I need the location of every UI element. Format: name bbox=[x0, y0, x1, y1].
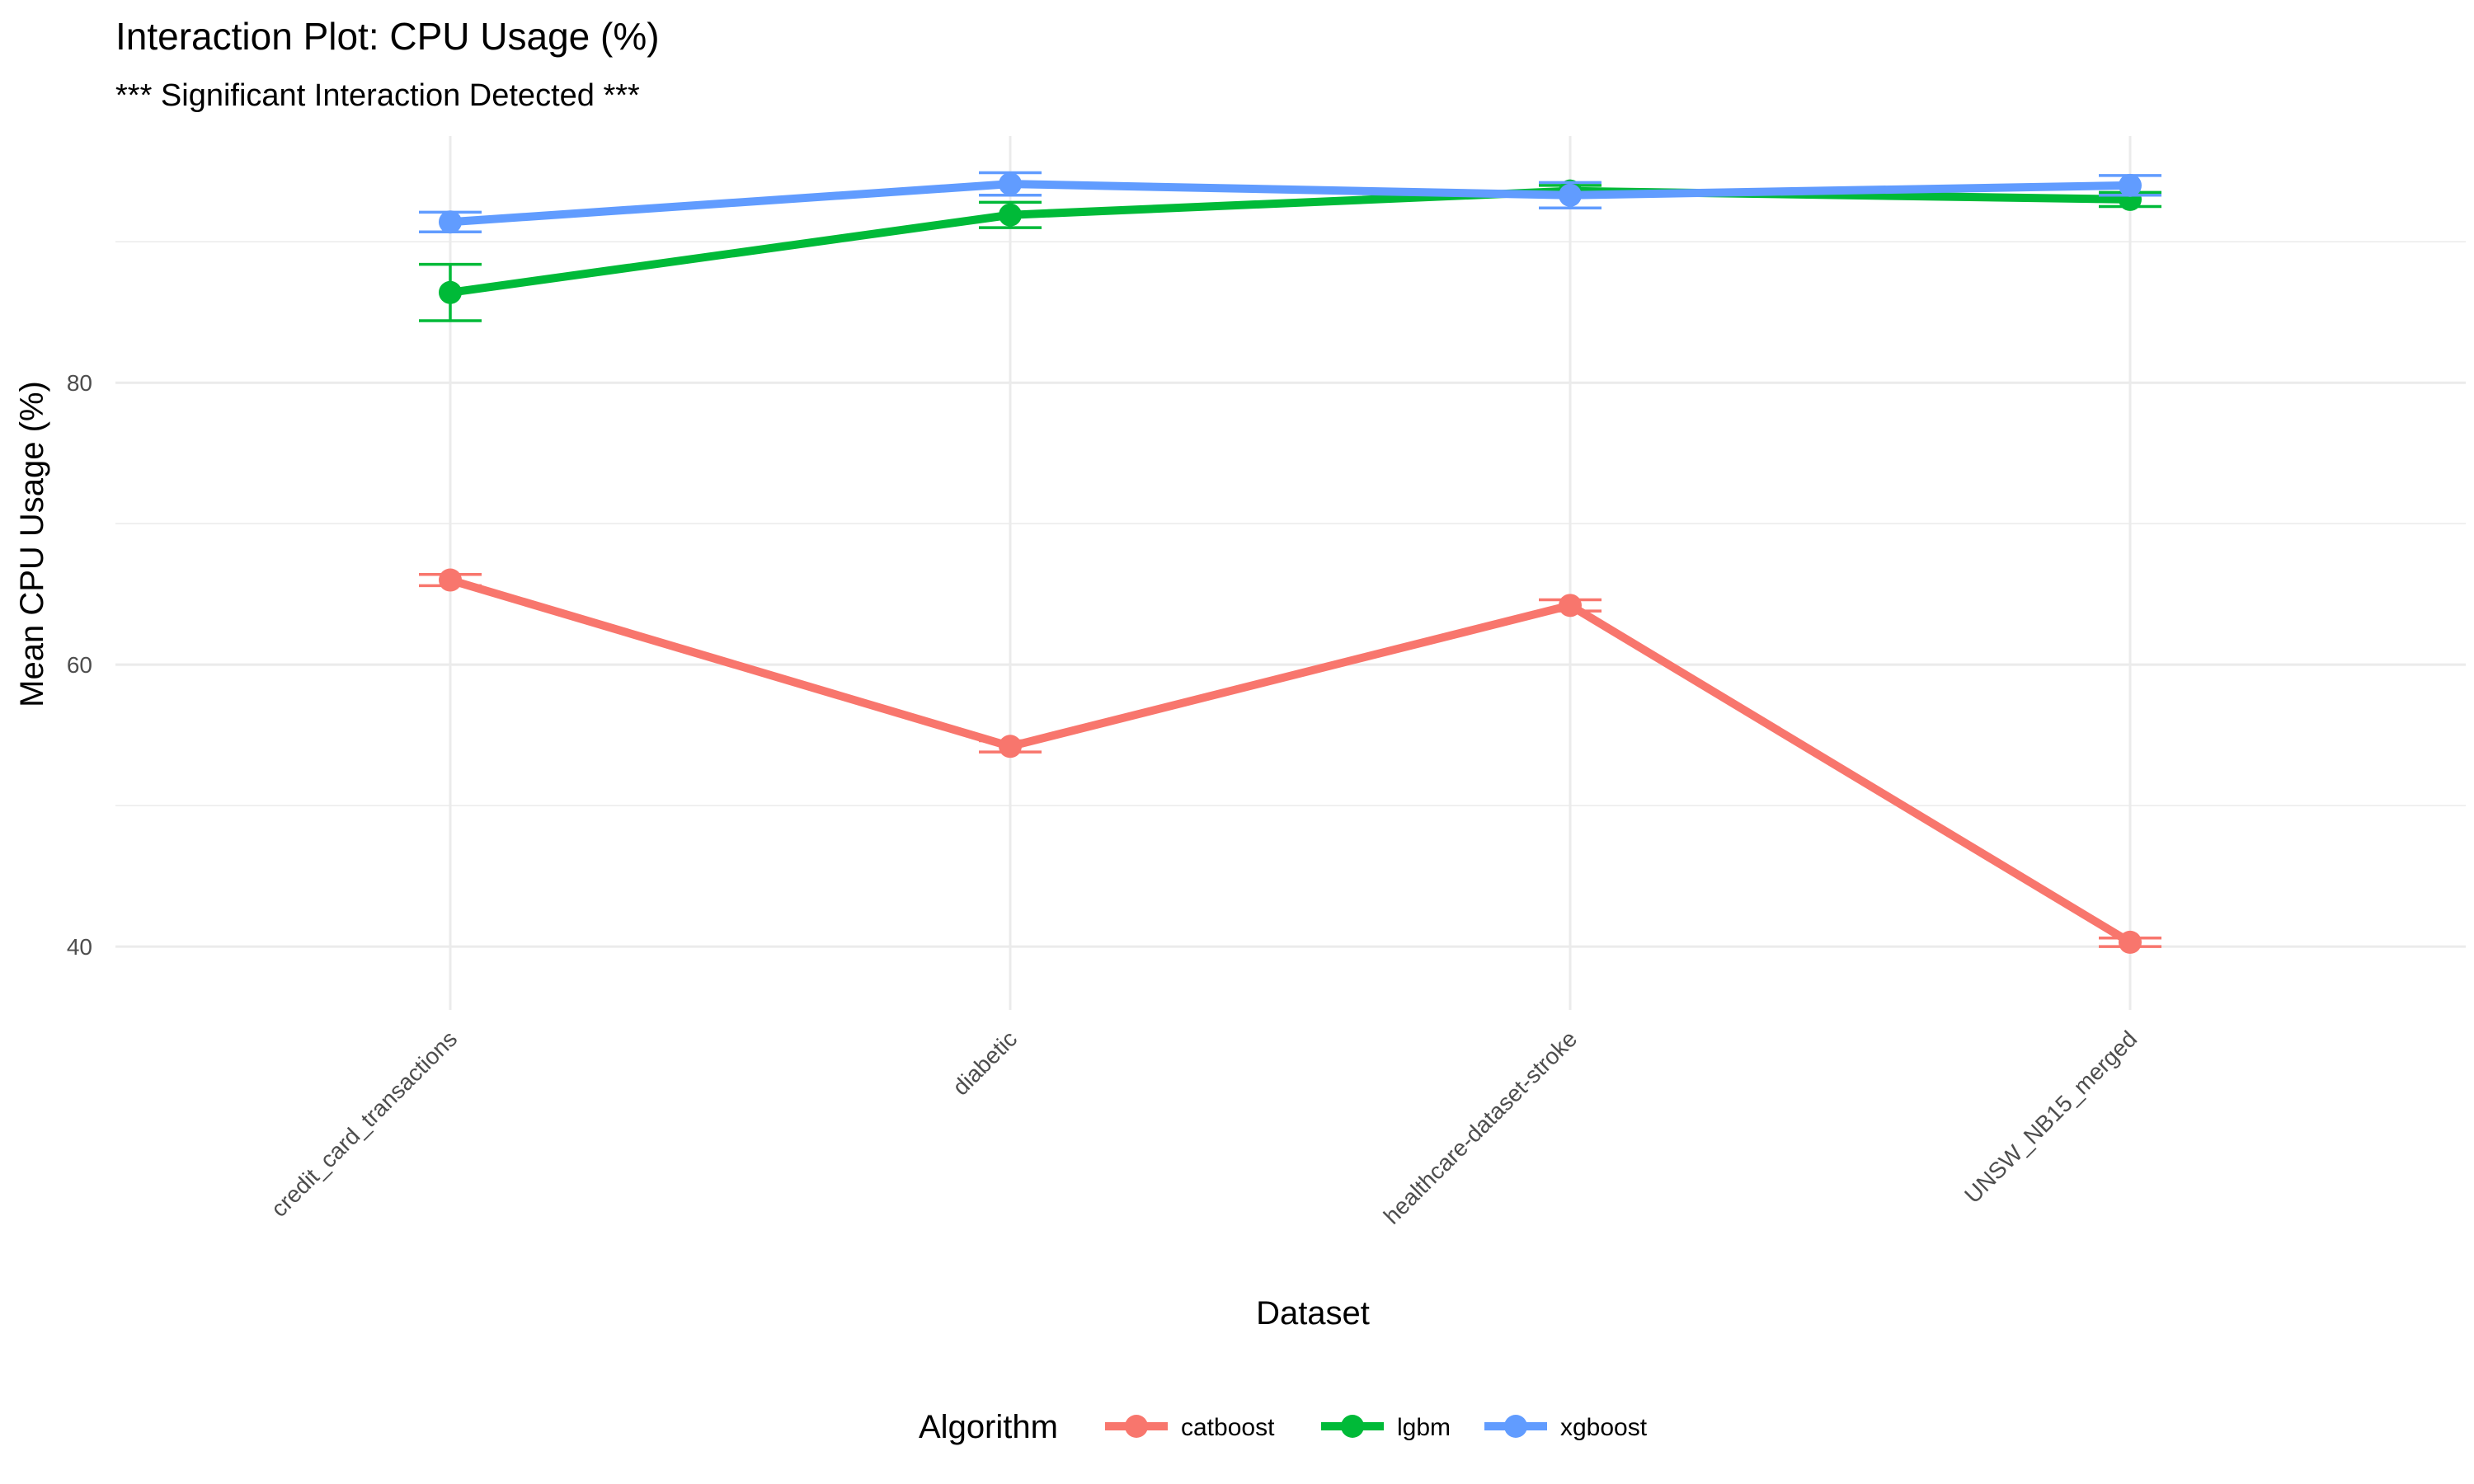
legend-key-point bbox=[1341, 1415, 1364, 1438]
legend-label: catboost bbox=[1181, 1414, 1275, 1441]
series-catboost bbox=[419, 568, 2161, 954]
data-point bbox=[999, 203, 1022, 227]
series-group bbox=[419, 171, 2161, 954]
x-axis-title: Dataset bbox=[1256, 1295, 1370, 1331]
legend-items: catboost lgbm xgboost bbox=[1105, 1414, 1648, 1441]
legend-key-point bbox=[1125, 1415, 1148, 1438]
chart-title: Interaction Plot: CPU Usage (%) bbox=[115, 15, 660, 58]
y-tick-label: 80 bbox=[67, 370, 92, 396]
legend-item-catboost: catboost bbox=[1105, 1414, 1275, 1441]
series-lgbm bbox=[419, 179, 2161, 322]
y-axis-ticks: 40 60 80 bbox=[67, 370, 92, 960]
data-point bbox=[2119, 173, 2142, 197]
data-point bbox=[439, 280, 462, 304]
legend-item-xgboost: xgboost bbox=[1484, 1414, 1648, 1441]
chart-subtitle: *** Significant Interaction Detected *** bbox=[115, 78, 640, 113]
grid-lines bbox=[115, 136, 2466, 1010]
legend-item-lgbm: lgbm bbox=[1321, 1414, 1451, 1441]
x-tick-label: credit_card_transactions bbox=[266, 1026, 463, 1222]
data-point bbox=[999, 172, 1022, 196]
data-point bbox=[439, 210, 462, 234]
data-point bbox=[999, 735, 1022, 758]
y-tick-label: 40 bbox=[67, 934, 92, 960]
series-line-lgbm bbox=[446, 186, 2134, 297]
legend-label: lgbm bbox=[1397, 1414, 1451, 1441]
series-line-catboost bbox=[446, 575, 2134, 946]
series-line-xgboost bbox=[446, 180, 2134, 227]
x-tick-label: healthcare-dataset-stroke bbox=[1379, 1026, 1582, 1228]
legend: Algorithm catboost lgbm xgboost bbox=[919, 1409, 1648, 1445]
data-point bbox=[439, 568, 462, 592]
x-axis-ticks: credit_card_transactions diabetic healthca… bbox=[266, 1026, 2142, 1228]
legend-label: xgboost bbox=[1560, 1414, 1648, 1441]
y-axis-title: Mean CPU Usage (%) bbox=[14, 381, 50, 707]
series-xgboost bbox=[419, 171, 2161, 234]
data-point bbox=[2119, 930, 2142, 954]
x-tick-label: UNSW_NB15_merged bbox=[1959, 1026, 2142, 1208]
data-point bbox=[1559, 183, 1582, 207]
legend-key-point bbox=[1504, 1415, 1527, 1438]
data-point bbox=[1559, 594, 1582, 618]
legend-title: Algorithm bbox=[919, 1409, 1058, 1445]
y-tick-label: 60 bbox=[67, 652, 92, 678]
x-tick-label: diabetic bbox=[948, 1026, 1022, 1100]
